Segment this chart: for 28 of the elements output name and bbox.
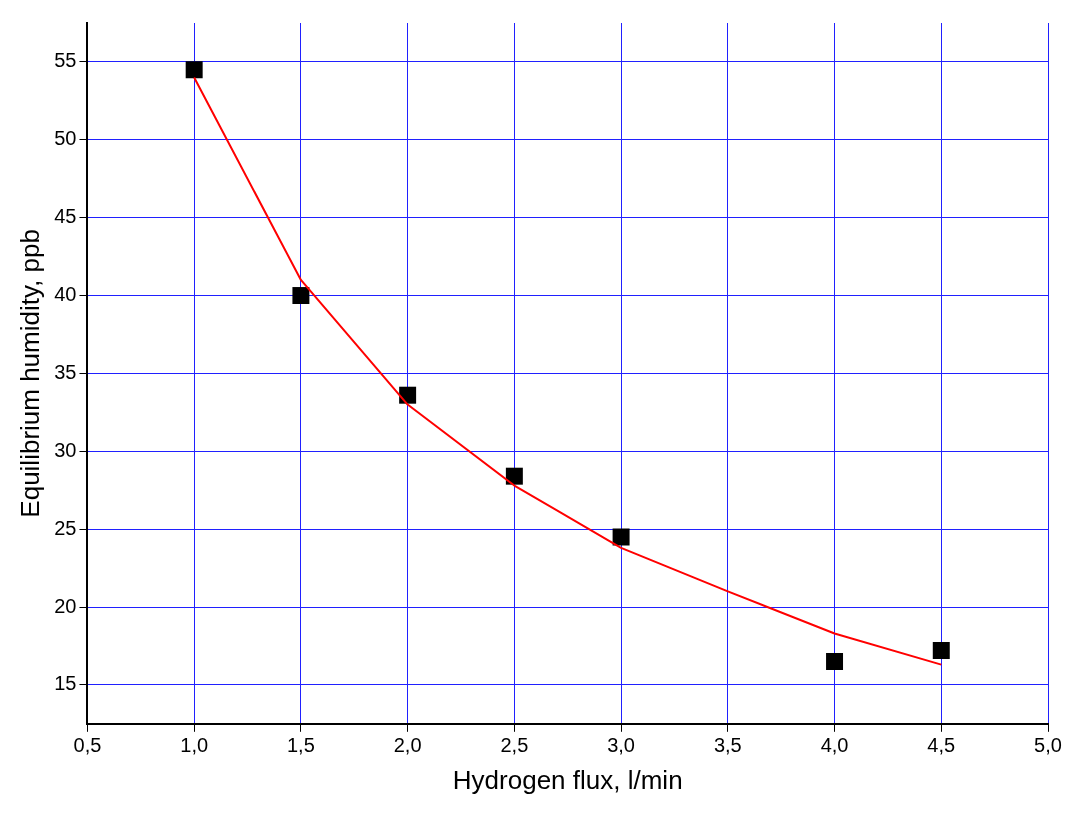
point: [505, 467, 523, 485]
x-tick-label: 2,5: [500, 734, 529, 757]
point: [185, 61, 203, 79]
point: [612, 528, 630, 546]
y-tick-label: 20: [54, 594, 77, 617]
y-tick-label: 50: [54, 127, 77, 150]
y-tick-label: 55: [54, 49, 77, 72]
y-tick-label: 15: [54, 672, 77, 695]
y-tick-label: 40: [54, 283, 77, 306]
point: [292, 287, 310, 305]
x-tick-label: 2,0: [393, 734, 422, 757]
y-axis-title: Equilibrium humidity, ppb: [14, 229, 45, 518]
y-tick-label: 35: [54, 360, 77, 383]
x-tick-label: 4,0: [820, 734, 849, 757]
x-tick-label: 4,5: [927, 734, 956, 757]
point: [932, 642, 950, 660]
x-tick-label: 3,5: [713, 734, 742, 757]
x-tick-label: 0,5: [73, 734, 102, 757]
y-tick-label: 45: [54, 205, 77, 228]
point: [399, 386, 417, 404]
x-axis-title: Hydrogen flux, l/min: [452, 764, 683, 795]
x-tick-label: 1,5: [287, 734, 315, 757]
x-tick-label: 5,0: [1034, 734, 1062, 757]
y-tick-label: 25: [54, 516, 77, 539]
x-tick-label: 1,0: [180, 734, 209, 757]
x-tick-label: 3,0: [607, 734, 635, 757]
y-tick-label: 30: [54, 438, 77, 461]
point: [826, 653, 844, 670]
